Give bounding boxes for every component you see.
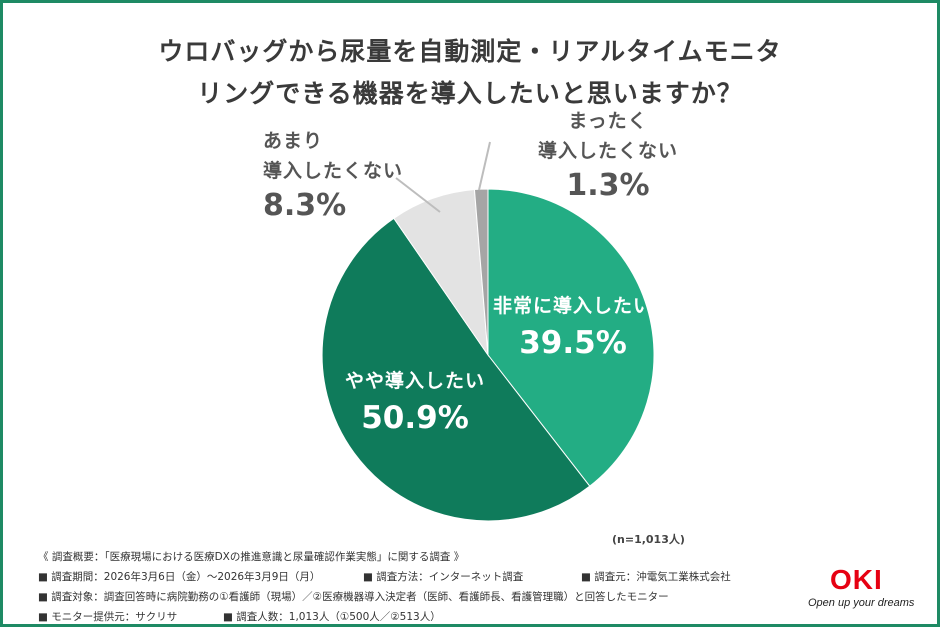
slice-name-not-much-line1: あまり (263, 130, 324, 152)
slice-name-somewhat-want: やや導入したい (344, 370, 485, 392)
sample-size-note: (n=1,013人) (612, 533, 685, 546)
leader-line-not-at-all (478, 141, 491, 191)
chart-title-line2: リングできる機器を導入したいと思いますか？ (197, 79, 743, 108)
slice-name-very-want: 非常に導入したい (492, 295, 653, 317)
footer-method: ■ 調査方法：インターネット調査 (363, 571, 524, 583)
pie-slice-somewhat-want (321, 217, 591, 522)
footer-provider: ■ モニター提供元：サクリサ (38, 611, 178, 623)
slice-label-not-at-all: まったく 導入したくない 1.3% (533, 106, 683, 206)
slice-value-not-at-all: 1.3% (566, 168, 650, 203)
slice-name-not-much-line2: 導入したくない (263, 160, 404, 182)
footer-period: ■ 調査期間：2026年3月6日（金）～2026年3月9日（月） (38, 571, 321, 583)
slice-name-not-at-all-line1: まったく (568, 110, 648, 132)
oki-tagline: Open up your dreams (808, 597, 915, 609)
pie-slice-not-at-all (473, 188, 489, 356)
slice-value-not-much: 8.3% (263, 188, 347, 223)
footer-count: ■ 調査人数：1,013人（①500人／②513人） (223, 611, 441, 623)
leader-line-not-much (395, 177, 441, 213)
slice-value-very-want: 39.5% (519, 325, 627, 361)
slice-value-somewhat-want: 50.9% (361, 400, 469, 436)
footer-summary: 《 調査概要：「医療現場における医療DXの推進意識と尿量確認作業実態」に関する調… (38, 551, 465, 563)
slice-label-somewhat-want: やや導入したい 50.9% (330, 366, 500, 440)
footer-target: ■ 調査対象：調査回答時に病院勤務の①看護師（現場）／②医療機器導入決定者（医師… (38, 591, 669, 603)
slice-label-very-want: 非常に導入したい 39.5% (488, 291, 658, 365)
chart-title-line1: ウロバッグから尿量を自動測定・リアルタイムモニタ (158, 37, 782, 66)
slice-label-not-much: あまり 導入したくない 8.3% (263, 126, 403, 226)
pie-slice-very-want (487, 188, 655, 487)
oki-logo: OKI (830, 564, 883, 595)
pie-slice-not-much (393, 189, 489, 357)
footer-organizer: ■ 調査元：沖電気工業株式会社 (581, 571, 731, 583)
slice-name-not-at-all-line2: 導入したくない (537, 140, 678, 162)
